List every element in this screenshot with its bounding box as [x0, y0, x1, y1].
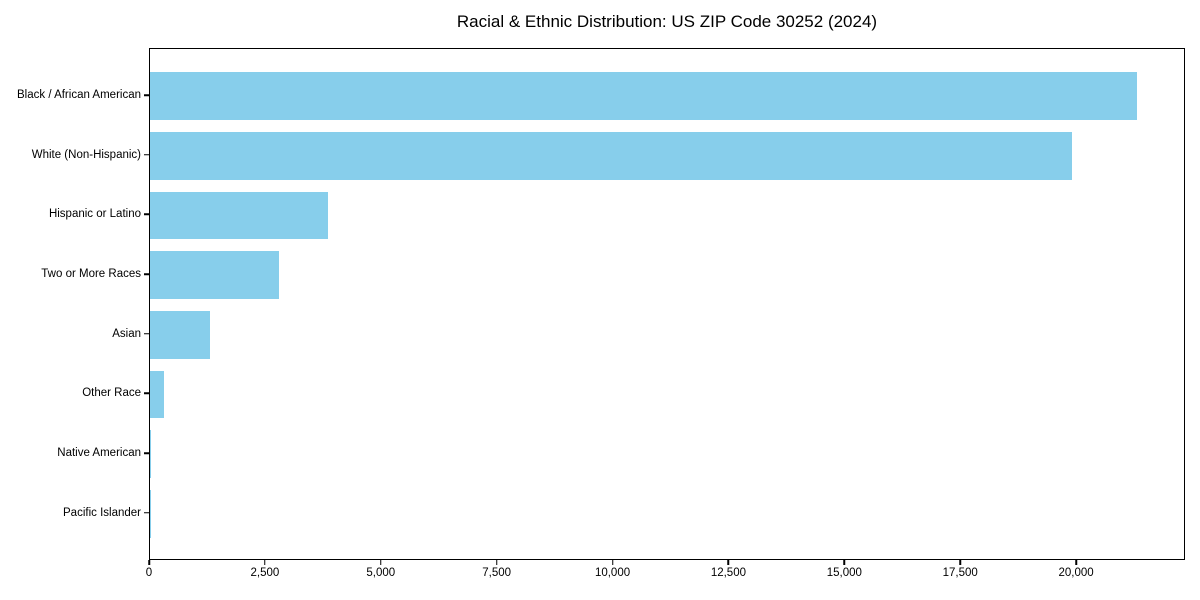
x-tick-label: 7,500 [482, 567, 512, 579]
x-tick-mark [611, 560, 614, 565]
y-tick-label: Asian [112, 327, 141, 340]
y-tick-mark [144, 452, 149, 454]
y-tick-label: Black / African American [17, 89, 141, 102]
y-tick-mark [144, 273, 149, 275]
y-tick-mark [144, 333, 149, 335]
x-tick-mark [727, 560, 730, 565]
bar-black-african-american [150, 72, 1138, 120]
x-tick-label: 0 [145, 567, 153, 579]
y-tick-label: White (Non-Hispanic) [31, 148, 141, 161]
x-tick-mark [1075, 560, 1077, 565]
x-tick-label: 17,500 [942, 567, 978, 579]
plot-area [149, 48, 1185, 560]
x-tick-label: 20,000 [1058, 567, 1094, 579]
x-tick-mark [843, 560, 846, 565]
y-tick-label: Two or More Races [41, 268, 141, 281]
bar-two-or-more-races [150, 251, 279, 299]
y-tick-label: Other Race [82, 387, 141, 400]
chart-title: Racial & Ethnic Distribution: US ZIP Cod… [456, 12, 878, 31]
y-tick-mark [144, 392, 149, 395]
bar-white-non-hispanic [150, 131, 1073, 180]
x-tick-label: 2,500 [250, 567, 280, 579]
x-tick-mark [380, 560, 382, 565]
x-tick-mark [264, 560, 266, 565]
bar-native-american [150, 430, 152, 478]
bar-hispanic-or-latino [150, 191, 329, 240]
y-tick-label: Pacific Islander [63, 506, 141, 519]
y-tick-mark [144, 512, 149, 514]
y-tick-mark [144, 154, 149, 156]
y-tick-mark [144, 213, 149, 216]
y-tick-mark [144, 94, 149, 96]
y-tick-label: Hispanic or Latino [48, 208, 141, 221]
x-tick-mark [959, 560, 961, 565]
y-tick-label: Native American [57, 447, 141, 460]
x-tick-label: 15,000 [826, 567, 862, 579]
x-tick-mark [148, 560, 150, 565]
x-tick-label: 5,000 [366, 567, 396, 579]
x-tick-label: 12,500 [710, 567, 746, 579]
x-tick-mark [495, 560, 498, 565]
bar-other-race [150, 370, 165, 419]
x-tick-label: 10,000 [594, 567, 631, 579]
bar-asian [150, 310, 211, 359]
